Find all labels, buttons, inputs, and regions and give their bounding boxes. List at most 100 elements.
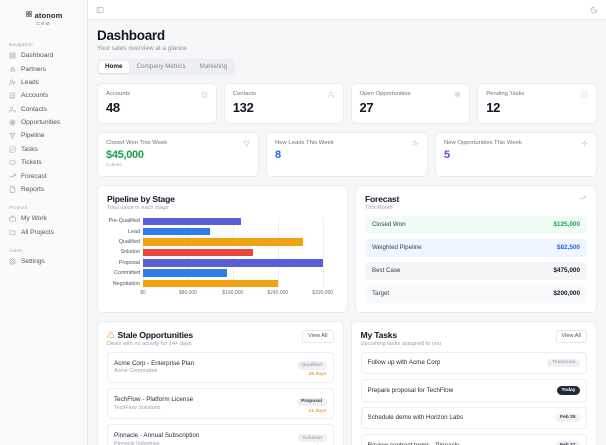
tasks-title: My Tasks	[360, 329, 398, 340]
trophy-icon	[243, 140, 250, 147]
bar	[143, 259, 323, 267]
stat-label: Open Opportunities	[359, 90, 411, 97]
ticket-icon	[9, 159, 16, 166]
status-badge: Qualified	[296, 361, 327, 370]
list-item[interactable]: Prepare proposal for TechFlow Today	[360, 379, 587, 402]
forecast-title: Forecast	[364, 193, 400, 204]
bar-label: Committed	[113, 270, 140, 277]
sidebar-item-opportunities[interactable]: Opportunities	[0, 116, 87, 129]
stat-label: Closed Won This Week	[106, 139, 168, 146]
stat-label: Pending Tasks	[486, 90, 525, 97]
stale-view-all-button[interactable]: View All	[302, 329, 334, 343]
sidebar-item-label: Opportunities	[21, 119, 61, 127]
sidebar-item-label: All Projects	[21, 228, 54, 236]
forecast-subtitle: This Month	[364, 204, 393, 211]
tasks-subtitle: Upcoming tasks assigned to you	[360, 340, 442, 347]
stale-subtitle: Deals with no activity for 14+ days	[107, 340, 192, 347]
pipeline-title: Pipeline by Stage	[107, 193, 175, 204]
sidebar-item-reports[interactable]: Reports	[0, 183, 87, 196]
sidebar-item-label: Forecast	[21, 172, 47, 180]
bar-label: Negotiation	[112, 280, 140, 287]
due-badge: Tomorrow	[547, 358, 580, 368]
warning-triangle-icon	[107, 331, 115, 339]
sidebar-item-dashboard[interactable]: Dashboard	[0, 49, 87, 62]
check-square-icon	[9, 146, 16, 153]
sidebar-item-label: Contacts	[21, 105, 48, 113]
bar-label: Solution	[120, 249, 140, 256]
sparkle-icon	[581, 140, 588, 147]
sidebar-item-forecast[interactable]: Forecast	[0, 169, 87, 182]
tab-marketing[interactable]: Marketing	[199, 63, 228, 70]
list-item[interactable]: Acme Corp - Enterprise Plan Acme Corporat…	[107, 351, 334, 383]
list-item[interactable]: Follow up with Acme Corp Tomorrow	[360, 351, 587, 375]
sidebar-item-tickets[interactable]: Tickets	[0, 156, 87, 169]
trend-up-icon	[579, 195, 586, 202]
brand[interactable]: atonom CRM	[0, 0, 87, 33]
x-tick-label: $0	[140, 289, 146, 296]
x-tick-label: $80,000	[178, 289, 197, 296]
tab-company-metrics[interactable]: Company Metrics	[136, 63, 186, 70]
status-badge: Solution	[297, 433, 327, 443]
opportunity-company: Pinnacle Industries	[114, 440, 160, 445]
bar	[143, 238, 304, 246]
building-icon	[9, 92, 16, 99]
bar-row: Qualified	[119, 238, 334, 246]
tab-bar: Home Company Metrics Marketing	[97, 58, 236, 75]
sidebar-item-partners[interactable]: Partners	[0, 62, 87, 75]
sidebar-item-label: Tickets	[21, 159, 42, 167]
x-tick-label: $320,000	[312, 289, 334, 296]
bar	[143, 248, 253, 257]
bar	[143, 227, 211, 236]
building-icon	[201, 91, 208, 98]
stat-label: New Opportunities This Week	[444, 139, 522, 146]
list-item[interactable]: TechFlow - Platform License TechFlow Solu…	[107, 387, 334, 420]
forecast-row: Best Case $475,000	[364, 261, 587, 280]
main-area: Dashboard Your sales overview at a glanc…	[88, 0, 606, 445]
sidebar-item-all-projects[interactable]: All Projects	[0, 226, 87, 239]
sidebar-item-pipeline[interactable]: Pipeline	[0, 129, 87, 142]
opportunity-title: TechFlow - Platform License	[114, 396, 194, 404]
bar-label: Lead	[128, 228, 140, 235]
tasks-view-all-button[interactable]: View All	[555, 329, 587, 343]
stale-title: Stale Opportunities	[117, 329, 194, 340]
sidebar-item-contacts[interactable]: Contacts	[0, 103, 87, 116]
bar	[143, 269, 228, 278]
sidebar-item-label: Reports	[21, 185, 45, 193]
bar-label: Proposal	[118, 259, 140, 266]
forecast-value: $200,000	[553, 290, 580, 297]
panel-toggle-icon[interactable]	[96, 6, 104, 14]
task-title: Prepare proposal for TechFlow	[367, 386, 454, 394]
charts-row: Pipeline by Stage Total value in each st…	[97, 184, 597, 313]
handshake-icon	[9, 66, 16, 73]
forecast-label: Best Case	[371, 267, 401, 274]
sidebar-item-settings[interactable]: Settings	[0, 255, 87, 268]
bar-row: Committed	[114, 269, 334, 278]
stat-card-closed-won-this-week: Closed Won This Week $45,000 3 deals	[97, 131, 259, 177]
task-title: Follow up with Acme Corp	[367, 359, 441, 367]
moon-icon[interactable]	[590, 6, 598, 14]
tab-home[interactable]: Home	[99, 60, 129, 73]
atom-logo-icon	[25, 9, 33, 21]
sidebar-item-my-work[interactable]: My Work	[0, 212, 87, 225]
sidebar-item-leads[interactable]: Leads	[0, 76, 87, 89]
pipeline-bar-chart: Pre-Qualified Lead Qualified Solution Propos…	[107, 217, 338, 300]
stat-value: 27	[359, 99, 374, 115]
list-item[interactable]: Schedule demo with Horizon Labs Feb 25	[360, 406, 587, 430]
pipeline-by-stage-card: Pipeline by Stage Total value in each st…	[97, 184, 348, 313]
stat-card-pending-tasks: Pending Tasks 12	[477, 82, 597, 124]
stat-value: 48	[106, 99, 120, 115]
forecast-label: Closed Won	[371, 221, 406, 228]
list-item[interactable]: Pinnacle - Annual Subscription Pinnacle I…	[107, 424, 334, 445]
list-item[interactable]: Review contract terms - Pinnacle Feb 27	[360, 434, 587, 445]
trend-up-icon	[9, 173, 16, 180]
due-badge: Today	[556, 386, 580, 395]
stat-value: 132	[232, 99, 254, 115]
bar-row: Pre-Qualified	[109, 217, 334, 226]
bar-row: Solution	[121, 248, 334, 257]
stale-opportunities-card: Stale Opportunities Deals with no activi…	[97, 320, 344, 445]
sidebar-item-accounts[interactable]: Accounts	[0, 89, 87, 102]
sidebar-item-tasks[interactable]: Tasks	[0, 143, 87, 156]
target-icon	[454, 91, 461, 98]
user-plus-icon	[412, 140, 419, 147]
stale-days: 21 days	[308, 408, 327, 414]
